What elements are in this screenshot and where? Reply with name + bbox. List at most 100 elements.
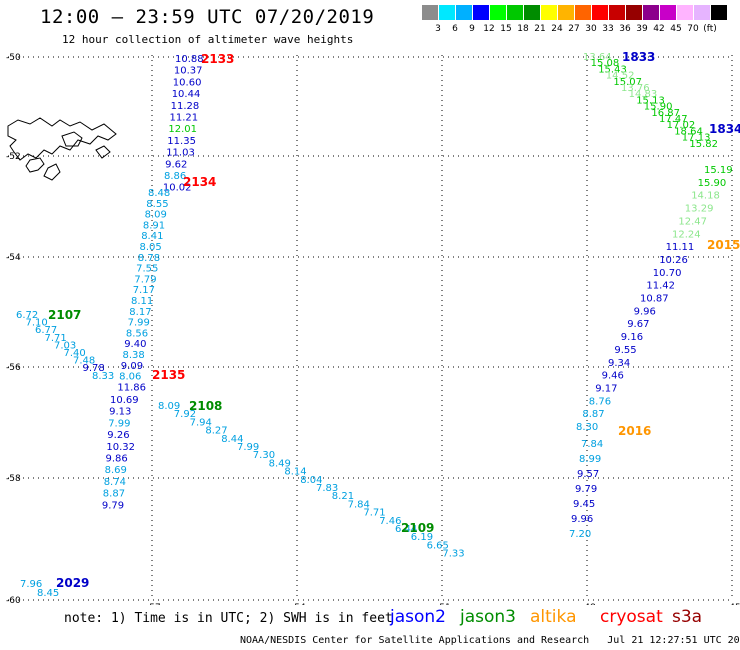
falkland-islands-coastline [7, 117, 117, 181]
wave-height-value: 11.11 [666, 242, 695, 253]
map-subtitle: 12 hour collection of altimeter wave hei… [62, 33, 354, 46]
wave-height-value: 14.18 [691, 191, 720, 202]
scale-label: 45 [670, 24, 682, 34]
wave-height-value: 9.13 [109, 407, 131, 418]
pass-id-label: 2109 [401, 521, 434, 535]
wave-height-value: 8.38 [123, 350, 145, 361]
wave-height-value: 7.17 [133, 285, 155, 296]
wave-height-value: 11.21 [170, 113, 199, 124]
wave-height-value: 8.17 [129, 307, 151, 318]
wave-height-value: 9.67 [627, 319, 649, 330]
wave-height-value: 9.96 [634, 306, 656, 317]
track-2016: 7.84 8.99 9.57 9.79 9.45 9.96 7.20 2016 [569, 424, 651, 540]
wave-height-value: 8.41 [141, 231, 163, 242]
wave-height-value: 10.88 [175, 54, 204, 65]
wave-height-value: 15.90 [698, 178, 727, 189]
scale-swatch [643, 5, 659, 20]
wave-height-value: 9.40 [124, 339, 146, 350]
wave-height-value: 8.05 [140, 242, 162, 253]
scale-label: 36 [619, 24, 631, 34]
wave-height-value: 9.45 [573, 499, 595, 510]
units-note: note: 1) Time is in UTC; 2) SWH is in fe… [64, 611, 393, 626]
wave-height-value: 8.56 [126, 328, 148, 339]
pass-id-label: 2107 [48, 308, 81, 322]
wave-height-value: 10.37 [174, 66, 203, 77]
wave-height-value: 7.94 [190, 417, 212, 428]
wave-height-value: 12.47 [678, 216, 707, 227]
wave-height-value: 8.09 [158, 401, 180, 412]
wave-height-value: 10.70 [653, 268, 682, 279]
wave-height-value: 8.74 [104, 477, 126, 488]
map-footer: note: 1) Time is in UTC; 2) SWH is in fe… [0, 605, 740, 650]
latitude-label: -58 [6, 474, 21, 484]
wave-height-value: 13.76 [621, 83, 650, 94]
scale-swatch [558, 5, 574, 20]
pass-id-label: 1833 [622, 50, 655, 64]
satellite-legend-cryosat: cryosat [600, 607, 663, 627]
scale-swatch [507, 5, 523, 20]
wave-height-value: 6.77 [35, 325, 57, 336]
wave-height-value: 8.87 [103, 489, 125, 500]
wave-height-value: 9.26 [107, 430, 129, 441]
wave-height-value: 8.44 [221, 434, 243, 445]
scale-swatch [439, 5, 455, 20]
scale-label: 33 [602, 24, 614, 34]
pass-id-label: 2133 [201, 52, 234, 66]
scale-swatch [575, 5, 591, 20]
wave-height-value: 9.55 [614, 345, 636, 356]
scale-label: 70 [687, 24, 699, 34]
wave-height-value: 9.86 [106, 454, 128, 465]
wave-height-value: 7.71 [45, 333, 67, 344]
pass-id-label: 2108 [189, 399, 222, 413]
track-1834: 1834 [709, 122, 740, 136]
wave-height-value: 8.87 [582, 409, 604, 420]
scale-swatch [524, 5, 540, 20]
wave-height-value: 10.69 [110, 395, 139, 406]
wave-height-value: 8.86 [164, 171, 186, 182]
wave-height-value: 7.99 [128, 318, 150, 329]
scale-swatch [541, 5, 557, 20]
scale-swatch [694, 5, 710, 20]
wave-height-value: 8.21 [332, 491, 354, 502]
scale-label: 3 [435, 24, 441, 34]
wave-height-value: 8.55 [146, 199, 168, 210]
scale-swatch [677, 5, 693, 20]
wave-height-value: 9.34 [608, 358, 630, 369]
latitude-label: -52 [6, 152, 21, 162]
latitude-label: -50 [6, 53, 21, 63]
wave-height-value: 15.43 [598, 64, 627, 75]
track-2107: 6.727.106.777.717.037.407.489.788.33 2107 [16, 308, 114, 382]
satellite-tracks: 10.8810.3710.6010.4411.2811.2112.0111.35… [16, 50, 740, 599]
wave-height-value: 7.99 [237, 442, 259, 453]
scale-swatch [609, 5, 625, 20]
wave-height-value: 11.35 [167, 136, 196, 147]
wave-height-value: 7.84 [348, 499, 370, 510]
wave-height-value: 9.17 [595, 383, 617, 394]
wave-height-value: 6.19 [411, 532, 433, 543]
wave-height-value: 11.28 [171, 101, 200, 112]
wave-height-value: 8.91 [143, 220, 165, 231]
wave-height-value: 7.03 [54, 340, 76, 351]
axis-labels: -50 -52 -54 -56 -58 -60 -57 -54 -51 -48 -45 [6, 53, 740, 605]
wave-height-value: 7.33 [442, 549, 464, 560]
scale-label: 6 [452, 24, 458, 34]
wave-height-value: 7.79 [134, 274, 156, 285]
wave-height-value: 6.44 [395, 524, 417, 535]
scale-label: (ft) [703, 24, 717, 34]
wave-height-value: 8.76 [589, 396, 611, 407]
scale-label: 21 [534, 24, 546, 34]
wave-height-value: 7.84 [581, 439, 603, 450]
wave-height-value: 8.09 [145, 210, 167, 221]
track-2108: 8.097.927.948.278.447.997.308.498.148.04… [158, 399, 465, 560]
scale-swatch [711, 5, 727, 20]
wave-height-value: 13.29 [685, 204, 714, 215]
scale-label: 39 [636, 24, 648, 34]
wave-height-value: 18.64 [674, 126, 703, 137]
track-2109: 2109 [401, 521, 434, 535]
wave-height-value: 7.48 [73, 356, 95, 367]
wave-height-value: 10.02 [163, 183, 192, 194]
wave-height-value: 12.01 [168, 124, 197, 135]
longitude-label: -51 [436, 603, 451, 605]
wave-height-value: 8.45 [37, 588, 59, 599]
